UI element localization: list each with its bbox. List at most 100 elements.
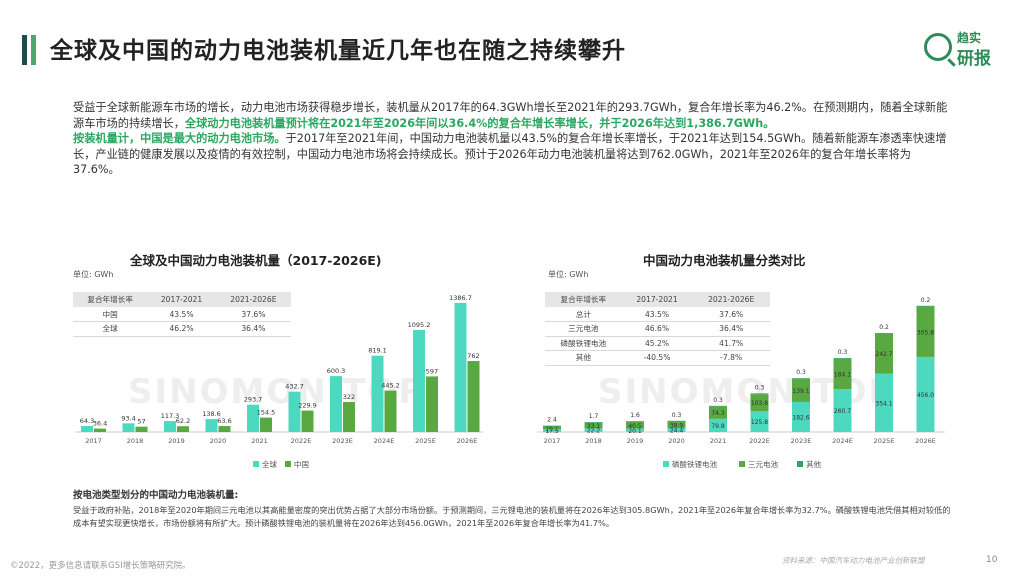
intro-paragraph-2: 按装机量计，中国是最大的动力电池市场。于2017年至2021年间，中国动力电池装… [73, 131, 953, 178]
chart1-x-tick: 2017 [85, 437, 102, 445]
chart1-data-label: 154.5 [257, 409, 276, 417]
chart1-table-header-cell: 2021-2026E [215, 292, 291, 307]
chart1-table-row: 中国 43.5% 37.6% [73, 307, 291, 322]
chart1-data-label: 62.2 [176, 417, 190, 425]
chart2-data-label: 456.0 [917, 392, 934, 399]
chart2-bar-segment [792, 378, 810, 380]
chart1-cagr-table: 复合年增长率 2017-2021 2021-2026E 中国 43.5% 37.6% 全球 4… [73, 292, 291, 337]
chart2-data-label: 0.3 [838, 349, 848, 356]
chart2-bar-segment [709, 418, 727, 432]
page-number: 10 [986, 555, 998, 565]
footer-copyright: ©2022，更多信息请联系GSI增长策略研究院。 [10, 561, 191, 571]
chart1-data-label: 293.7 [244, 396, 263, 404]
chart1-data-label: 57 [137, 418, 145, 426]
logo-line2: 研报 [957, 49, 991, 69]
chart1-data-label: 1095.2 [408, 321, 431, 329]
chart2-table-cell: 43.5% [621, 307, 693, 322]
chart1-table-cell: 43.5% [147, 307, 216, 322]
chart2-bar-segment [916, 305, 935, 307]
chart2-table-row: 磷酸铁锂电池 45.2% 41.7% [545, 336, 770, 351]
chart1-data-label: 819.1 [368, 347, 387, 355]
chart1-legend-swatch [285, 461, 291, 467]
chart2-data-label: 2.4 [547, 417, 557, 424]
chart2-data-label: 24.4 [670, 427, 684, 434]
chart1-x-tick: 2020 [210, 437, 227, 445]
chart1-data-label: 117.3 [161, 412, 180, 420]
chart2-x-tick: 2021 [710, 437, 727, 445]
chart1-data-label: 1386.7 [449, 294, 472, 302]
chart1-data-label: 445.2 [381, 382, 400, 390]
chart1-unit: 单位: GWh [73, 270, 114, 279]
chart1-bars: 64.336.4 2017 93.4 57 2018 117.362.2 2019 138.6… [75, 294, 483, 469]
chart2-data-label: 0.3 [713, 397, 723, 404]
chart1-bar-china [467, 361, 480, 432]
chart1-bar-china [426, 376, 438, 432]
page-title: 全球及中国的动力电池装机量近几年也在随之持续攀升 [50, 38, 626, 64]
chart2-data-label: 33.1 [587, 423, 601, 430]
chart2-bar-segment [833, 389, 852, 432]
chart2-data-label: 17.5 [545, 428, 559, 435]
chart2-table-header-cell: 2021-2026E [692, 292, 770, 307]
chart2-x-tick: 2023E [791, 437, 812, 445]
chart1-table-header-row: 复合年增长率 2017-2021 2021-2026E [73, 292, 291, 307]
chart2-data-label: 38.9 [670, 422, 684, 429]
chart1-x-tick: 2025E [415, 437, 436, 445]
chart2-table-cell: 36.4% [692, 321, 770, 337]
chart2-data-label: 182.6 [792, 414, 809, 421]
brand-logo: 趋实 研报 [920, 27, 1015, 71]
chart1-title: 全球及中国动力电池装机量（2017-2026E) [130, 253, 382, 268]
chart1-bar-china [384, 390, 397, 432]
chart2-legend-label: 其他 [806, 459, 821, 469]
chart1-table-cell: 46.2% [147, 321, 216, 337]
chart2-table-cell: 磷酸铁锂电池 [545, 336, 622, 351]
chart1-table-cell: 全球 [73, 321, 148, 337]
intro-p2-text: 于2017年至2021年间，中国动力电池装机量以43.5%的复合年增长率增长，于… [73, 132, 947, 176]
chart2-x-tick: 2024E [832, 437, 853, 445]
chart2-title: 中国动力电池装机量分类对比 [643, 253, 806, 268]
chart2-bar-segment [792, 379, 810, 402]
chart2-bar-segment [584, 428, 603, 432]
chart1-table-row: 全球 46.2% 36.4% [73, 321, 291, 337]
chart1-data-label: 36.4 [93, 420, 107, 428]
chart1-bar-china [301, 410, 314, 432]
chart2-data-label: 0.3 [672, 412, 682, 419]
chart2-table-cell: 46.6% [621, 321, 693, 337]
chart2-table-header-cell: 复合年增长率 [545, 292, 622, 307]
chart1-bar-global [413, 330, 425, 432]
chart2-table-header-row: 复合年增长率 2017-2021 2021-2026E [545, 292, 770, 307]
chart2-cagr-table: 复合年增长率 2017-2021 2021-2026E 总计 43.5% 37.6% 三元电… [545, 292, 770, 366]
chart2-table-cell: 三元电池 [545, 321, 622, 337]
chart2-bar-segment [750, 393, 769, 395]
chart2-bar-segment [584, 422, 603, 423]
chart2-bar-segment [709, 406, 727, 419]
chart1-bar-global [330, 376, 342, 432]
chart2-legend-swatch [797, 461, 803, 467]
magnifier-icon [924, 33, 952, 61]
chart2-bar-segment [916, 356, 935, 432]
chart1-data-label: 600.3 [327, 367, 346, 375]
chart1-bar-china [218, 426, 231, 432]
chart1-bar-china [343, 402, 355, 432]
chart1-bar-global [122, 423, 135, 432]
logo-line1: 趋实 [957, 31, 982, 45]
chart1-x-tick: 2024E [374, 437, 395, 445]
chart1-legend-swatch [253, 461, 259, 467]
chart2-legend-label: 磷酸铁锂电池 [672, 459, 717, 469]
chart2-bar-segment [833, 358, 852, 390]
chart2-x-tick: 2026E [915, 437, 936, 445]
chart2-bar-segment [584, 422, 603, 429]
chart1-bar-global [81, 426, 93, 432]
footer-source: 资料来源：中国汽车动力电池产业创新联盟 [782, 556, 925, 565]
chart2-data-label: 305.8 [917, 329, 934, 336]
chart2-stacked-bars: 17.516.12.4 2017 22.233.1 1.7 2018 20.140.5 1.… [537, 297, 945, 469]
chart1-bar-china [135, 426, 148, 432]
chart2-bar-segment [916, 306, 935, 357]
chart1-legend-label: 全球 [262, 459, 277, 469]
chart1-data-label: 229.9 [298, 402, 317, 410]
chart2-bar-segment [750, 394, 769, 412]
chart2-table-cell: 37.6% [692, 307, 770, 322]
chart2-legend-swatch [739, 461, 745, 467]
chart2-bar-segment [667, 427, 686, 432]
chart2-bar-segment [750, 411, 769, 432]
chart2-legend-label: 三元电池 [748, 459, 778, 469]
